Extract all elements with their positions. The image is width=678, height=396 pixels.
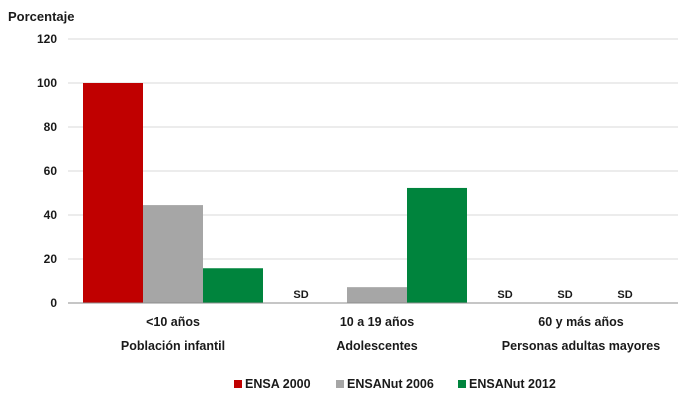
x-category-sublabel: Personas adultas mayores xyxy=(502,339,660,353)
bar xyxy=(407,187,467,303)
y-tick-label: 0 xyxy=(50,296,57,310)
missing-data-label: SD xyxy=(293,289,308,301)
x-category-label: <10 años xyxy=(146,315,200,329)
bar xyxy=(83,83,143,303)
missing-data-label: SD xyxy=(497,289,512,301)
legend-swatch xyxy=(336,380,344,388)
y-tick-label: 100 xyxy=(37,76,57,90)
legend-swatch xyxy=(234,380,242,388)
legend-swatch xyxy=(458,380,466,388)
y-tick-label: 80 xyxy=(44,120,58,134)
legend: ENSA 2000 ENSANut 2006 ENSANut 2012 xyxy=(234,377,556,391)
y-tick-label: 120 xyxy=(37,32,57,46)
x-category-label: 60 y más años xyxy=(538,315,624,329)
x-category-sublabel: Adolescentes xyxy=(336,339,417,353)
x-category-sublabel: Población infantil xyxy=(121,339,225,353)
missing-data-label: SD xyxy=(557,289,572,301)
bar xyxy=(347,287,407,303)
y-tick-label: 20 xyxy=(44,252,58,266)
y-axis-title: Porcentaje xyxy=(8,9,74,24)
y-axis-ticks: 0 20 40 60 80 100 120 xyxy=(37,32,57,310)
y-tick-label: 40 xyxy=(44,208,58,222)
legend-label: ENSA 2000 xyxy=(245,377,311,391)
bars: SD SD SD SD xyxy=(83,83,633,303)
legend-label: ENSANut 2012 xyxy=(469,377,556,391)
x-axis-categories: <10 años Población infantil 10 a 19 años Ad… xyxy=(121,315,660,353)
bar xyxy=(143,205,203,303)
bar xyxy=(203,268,263,303)
missing-data-label: SD xyxy=(617,289,632,301)
x-category-label: 10 a 19 años xyxy=(340,315,414,329)
legend-label: ENSANut 2006 xyxy=(347,377,434,391)
y-tick-label: 60 xyxy=(44,164,58,178)
